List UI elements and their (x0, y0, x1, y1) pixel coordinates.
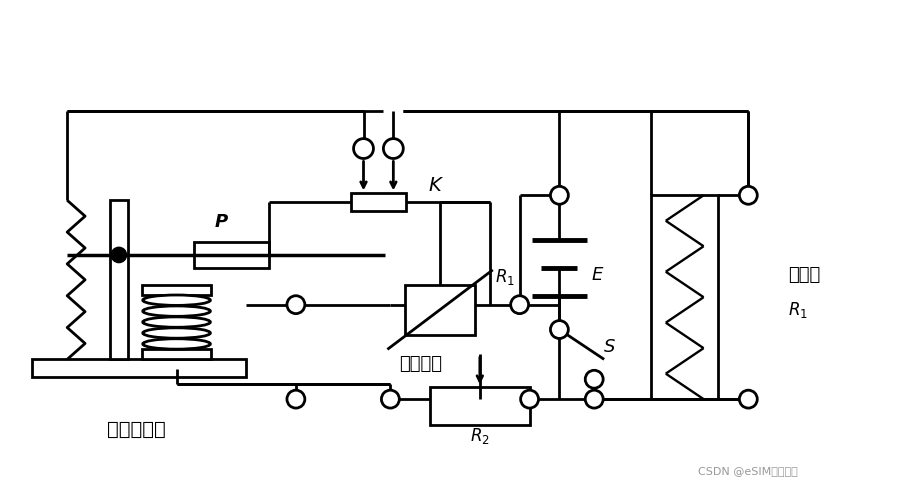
Bar (195, 242, 269, 268)
Bar (351, 193, 406, 211)
Circle shape (287, 296, 304, 314)
Circle shape (353, 139, 373, 158)
Text: $K$: $K$ (429, 176, 444, 195)
Text: $R_2$: $R_2$ (470, 426, 490, 446)
Text: 电磁继电器: 电磁继电器 (108, 420, 166, 438)
Bar (141, 285, 211, 295)
Bar (651, 195, 718, 399)
Circle shape (739, 186, 757, 204)
Bar (141, 350, 211, 359)
Bar (33, 359, 246, 377)
Circle shape (511, 296, 528, 314)
Circle shape (551, 320, 568, 339)
Bar (405, 285, 475, 335)
Text: $\bfit{P}$: $\bfit{P}$ (214, 213, 229, 231)
Ellipse shape (143, 328, 210, 338)
Circle shape (112, 248, 126, 262)
Text: 热敏电阻: 热敏电阻 (399, 355, 442, 373)
Text: $R_1$: $R_1$ (788, 300, 808, 319)
Text: 电炉丝: 电炉丝 (788, 266, 820, 284)
Circle shape (585, 370, 603, 388)
Ellipse shape (143, 339, 210, 349)
Circle shape (585, 390, 603, 408)
Ellipse shape (143, 295, 210, 305)
Text: $R_1$: $R_1$ (495, 267, 515, 287)
Circle shape (521, 390, 538, 408)
Circle shape (287, 390, 304, 408)
Ellipse shape (143, 306, 210, 317)
Circle shape (383, 139, 403, 158)
Bar (110, 200, 128, 359)
Bar (430, 387, 530, 425)
Text: CSDN @eSIM物联工场: CSDN @eSIM物联工场 (699, 466, 798, 476)
Text: $S$: $S$ (603, 338, 616, 356)
Text: $E$: $E$ (592, 266, 604, 284)
Circle shape (381, 390, 400, 408)
Circle shape (739, 390, 757, 408)
Ellipse shape (143, 317, 210, 327)
Circle shape (551, 186, 568, 204)
